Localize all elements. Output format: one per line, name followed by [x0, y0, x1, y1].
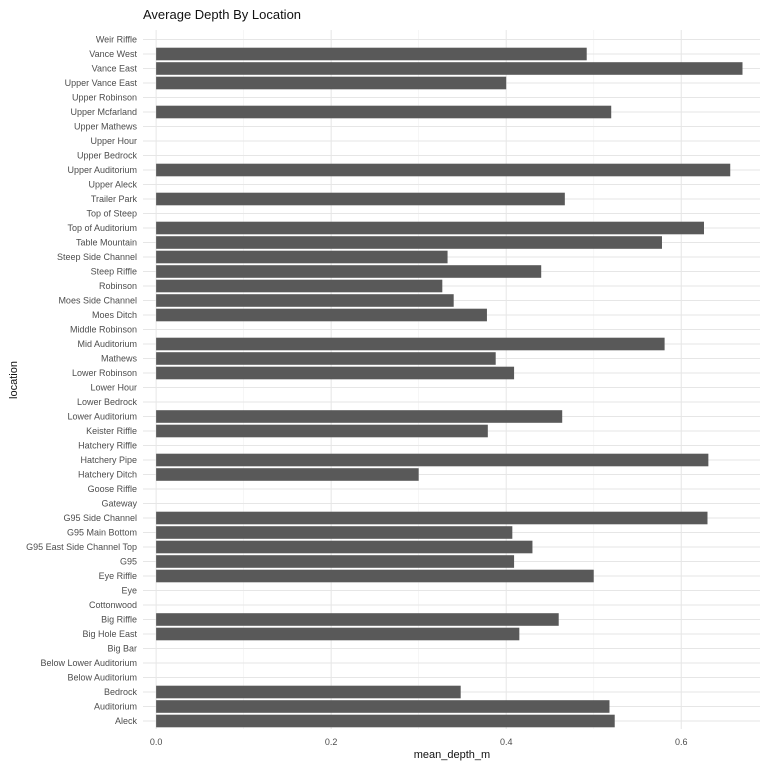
- bar: [156, 700, 610, 713]
- bar: [156, 163, 731, 177]
- bar: [156, 410, 563, 423]
- y-tick-label: Steep Riffle: [91, 267, 137, 277]
- y-tick-label: Gateway: [101, 499, 137, 509]
- x-tick-label: 0.4: [500, 737, 513, 747]
- y-tick-label: Vance East: [92, 64, 138, 74]
- y-tick-label: Upper Hour: [90, 136, 137, 146]
- bar: [156, 192, 565, 206]
- bar: [156, 453, 709, 467]
- y-tick-label: Goose Riffle: [88, 484, 137, 494]
- y-tick-label: Upper Aleck: [88, 180, 137, 190]
- y-tick-label: Moes Ditch: [92, 310, 137, 320]
- y-tick-label: Below Auditorium: [67, 673, 137, 683]
- y-tick-label: Mid Auditorium: [77, 339, 137, 349]
- y-tick-label: Big Riffle: [101, 615, 137, 625]
- y-tick-label: Cottonwood: [89, 600, 137, 610]
- y-tick-label: Hatchery Ditch: [78, 470, 137, 480]
- y-tick-label: Big Bar: [107, 644, 137, 654]
- bar: [156, 105, 612, 119]
- bar: [156, 569, 594, 583]
- bar: [156, 366, 515, 380]
- y-tick-label: Below Lower Auditorium: [40, 658, 137, 668]
- y-tick-label: Auditorium: [94, 702, 137, 712]
- y-tick-label: Lower Bedrock: [77, 397, 138, 407]
- y-tick-label: Upper Robinson: [72, 93, 137, 103]
- bar: [156, 47, 587, 61]
- y-tick-label: Hatchery Pipe: [80, 455, 137, 465]
- bar: [156, 265, 542, 278]
- bar: [156, 424, 488, 438]
- bar: [156, 62, 743, 75]
- bar: [156, 337, 665, 351]
- bar: [156, 526, 513, 539]
- chart-title: Average Depth By Location: [143, 7, 301, 22]
- y-tick-label: G95 Side Channel: [63, 513, 137, 523]
- bar: [156, 76, 507, 90]
- bar: [156, 352, 496, 365]
- bar: [156, 308, 487, 322]
- y-tick-label: Vance West: [89, 49, 137, 59]
- y-tick-label: Aleck: [115, 716, 138, 726]
- y-tick-label: Middle Robinson: [70, 325, 137, 335]
- bar: [156, 540, 533, 554]
- y-tick-label: Robinson: [99, 281, 137, 291]
- y-tick-label: Hatchery Riffle: [78, 441, 137, 451]
- y-axis-label: location: [8, 361, 20, 399]
- y-tick-label: Eye Riffle: [99, 571, 137, 581]
- y-tick-label: Top of Auditorium: [67, 223, 137, 233]
- y-tick-label: Upper Bedrock: [77, 151, 138, 161]
- x-axis-label: mean_depth_m: [414, 749, 490, 761]
- bar: [156, 555, 515, 568]
- x-tick-label: 0.2: [325, 737, 338, 747]
- y-tick-label: Lower Robinson: [72, 368, 137, 378]
- bar: [156, 294, 454, 307]
- y-tick-label: G95 East Side Channel Top: [26, 542, 137, 552]
- bar: [156, 221, 704, 235]
- bar: [156, 714, 615, 728]
- bar: [156, 511, 708, 525]
- x-tick-labels: 0.0 0.2 0.4 0.6: [150, 737, 688, 747]
- bar: [156, 627, 520, 641]
- y-tick-label: G95: [120, 557, 137, 567]
- y-tick-label: Moes Side Channel: [58, 296, 137, 306]
- y-tick-label: Eye: [121, 586, 137, 596]
- y-tick-labels: Aleck Auditorium Bedrock Below Auditorium Be…: [26, 35, 137, 727]
- bar: [156, 468, 419, 481]
- bar: [156, 613, 559, 626]
- x-tick-label: 0.0: [150, 737, 163, 747]
- y-tick-label: Upper Mcfarland: [70, 107, 137, 117]
- y-tick-label: Upper Mathews: [74, 122, 138, 132]
- y-tick-label: Bedrock: [104, 687, 138, 697]
- bar: [156, 685, 461, 699]
- bars: [156, 47, 743, 728]
- y-tick-label: Lower Hour: [90, 383, 137, 393]
- bar: [156, 279, 443, 293]
- y-tick-label: Upper Auditorium: [67, 165, 137, 175]
- bar: [156, 250, 448, 264]
- y-tick-label: Top of Steep: [86, 209, 137, 219]
- y-tick-label: Mathews: [101, 354, 138, 364]
- y-tick-label: Upper Vance East: [65, 78, 138, 88]
- y-tick-label: Weir Riffle: [96, 35, 137, 45]
- y-tick-label: Trailer Park: [91, 194, 138, 204]
- bar: [156, 236, 662, 249]
- y-tick-label: Lower Auditorium: [67, 412, 137, 422]
- y-tick-label: Table Mountain: [76, 238, 137, 248]
- y-tick-label: G95 Main Bottom: [67, 528, 137, 538]
- x-tick-label: 0.6: [675, 737, 688, 747]
- y-tick-label: Keister Riffle: [86, 426, 137, 436]
- y-tick-label: Steep Side Channel: [57, 252, 137, 262]
- y-tick-label: Big Hole East: [82, 629, 137, 639]
